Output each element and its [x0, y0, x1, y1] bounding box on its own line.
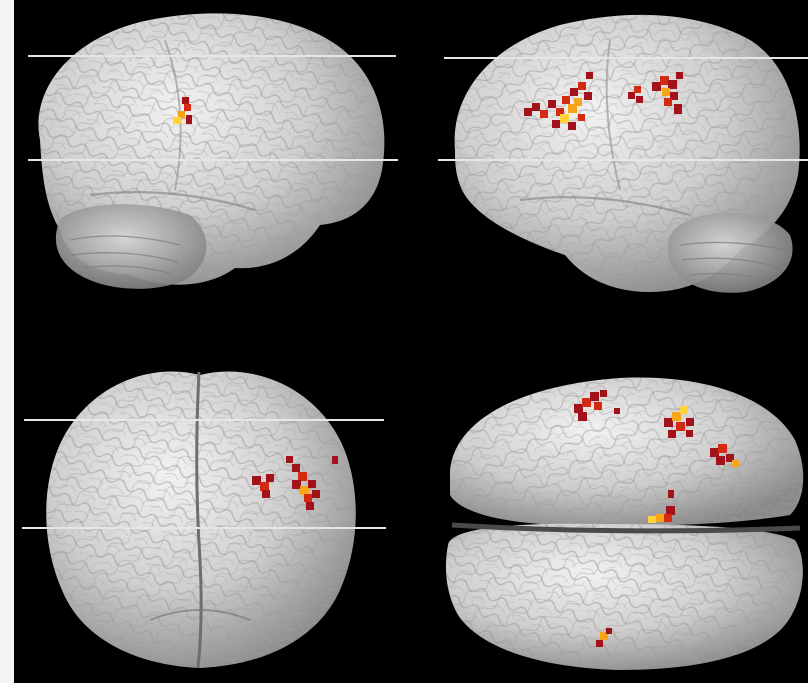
left-lateral-view [38, 13, 385, 289]
activation-cluster [173, 97, 192, 124]
right-lateral-view [454, 14, 800, 293]
longitudinal-fissure [451, 522, 801, 534]
interhemispheric-fissure [195, 371, 203, 669]
cerebellum-left [55, 204, 207, 289]
activation-cluster [596, 628, 612, 647]
activation-cluster [628, 72, 683, 114]
superior-view [445, 377, 804, 670]
slice-lines [22, 55, 808, 529]
activation-cluster [252, 456, 338, 510]
activation-cluster [710, 444, 739, 467]
activation-cluster [664, 406, 694, 438]
activation-cluster [524, 72, 593, 130]
activation-cluster [574, 390, 620, 421]
activation-cluster [648, 490, 675, 523]
cerebellum-right [667, 212, 793, 293]
anterior-view [46, 371, 356, 669]
left-frame-edge [0, 0, 14, 683]
